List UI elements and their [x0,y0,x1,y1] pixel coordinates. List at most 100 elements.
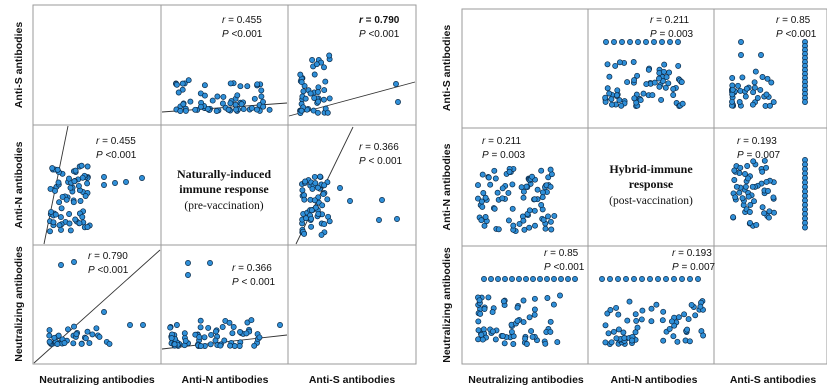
scatter-point [758,52,764,58]
scatter-point [647,276,653,282]
scatter-point [54,341,61,347]
scatter-point [763,164,770,171]
scatter-point [209,97,216,104]
scatter-point [321,221,328,228]
scatter-point [615,311,622,318]
scatter-point [631,95,638,102]
scatter-point [489,309,496,316]
column-label: Neutralizing antibodies [39,374,155,386]
stat-p-label: P <0.001 [544,262,585,273]
scatter-point [687,276,693,282]
scatter-point [518,184,525,191]
scatter-point [492,336,499,343]
scatter-point [624,79,631,86]
scatter-point [308,223,315,230]
scatter-point [697,303,704,310]
stat-r-label: r = 0.366 [232,263,272,274]
scatter-point [192,106,199,113]
scatter-point [604,61,611,68]
scatter-point [101,174,107,180]
scatter-point [736,99,743,105]
scatter-point [248,105,255,112]
center-subtitle: (pre-vaccination) [184,200,263,212]
column-label: Anti-S antibodies [309,374,395,386]
scatter-point [751,198,757,205]
scatter-point [75,182,82,189]
scatter-point [506,168,513,175]
scatter-point [201,334,208,341]
scatter-point [320,191,327,198]
scatter-point [658,96,665,103]
scatter-point [46,338,53,345]
scatter-point [607,307,614,313]
scatter-point [742,183,749,190]
scatter-point [302,178,309,185]
scatter-point [602,339,609,346]
scatter-point [767,102,773,109]
scatter-point [616,97,623,104]
scatter-point [655,276,661,282]
scatter-point [61,340,68,346]
stat-r-label: r = 0.85 [776,15,811,26]
scatter-point [754,95,761,101]
scatter-point [84,180,91,187]
scatter-point [485,174,492,181]
scatter-point [648,318,655,325]
scatter-point [505,217,512,224]
scatter-point [50,219,57,226]
scatter-point [749,183,756,190]
scatter-point [317,173,324,180]
scatter-point [237,83,244,90]
scatter-point [558,276,564,282]
scatter-point [479,336,486,343]
scatter-point [89,331,96,338]
scatter-point [599,276,605,282]
scatter-point [475,182,481,189]
scatter-point [112,180,118,186]
scatter-point [78,162,85,169]
scatter-point [229,330,236,337]
left-matrix-grid [32,4,417,365]
scatter-point [79,174,86,181]
scatter-point [606,90,613,97]
scatter-point [52,187,58,194]
scatter-point [301,230,308,237]
scatter-point [217,342,224,349]
scatter-point [233,106,239,113]
scatter-point [551,276,557,282]
scatter-point [620,329,627,336]
scatter-point [675,314,682,321]
scatter-point [254,81,261,88]
scatter-point [670,86,677,92]
scatter-point [201,82,208,89]
scatter-point [605,330,612,337]
scatter-point [739,195,746,202]
scatter-point [744,163,751,169]
scatter-point [302,95,309,102]
scatter-point [253,106,260,113]
scatter-point [531,207,538,214]
scatter-point [651,79,658,86]
scatter-point [82,193,89,199]
scatter-point [481,306,488,312]
scatter-point [623,276,629,282]
scatter-point [502,276,508,282]
scatter-point [531,311,538,318]
scatter-point [538,202,545,208]
scatter-point [523,341,530,347]
scatter-point [766,208,773,215]
scatter-point [763,91,770,98]
scatter-point [207,341,214,348]
scatter-point [542,340,549,347]
scatter-point [615,276,621,282]
row-label: Anti-N antibodies [13,141,25,228]
scatter-point [615,326,622,333]
scatter-point [639,307,646,314]
scatter-point [322,78,329,85]
scatter-point [495,226,502,233]
scatter-point [614,87,621,94]
scatter-point [631,77,638,84]
scatter-point [624,317,631,324]
scatter-point [530,276,536,282]
scatter-point [66,220,73,227]
